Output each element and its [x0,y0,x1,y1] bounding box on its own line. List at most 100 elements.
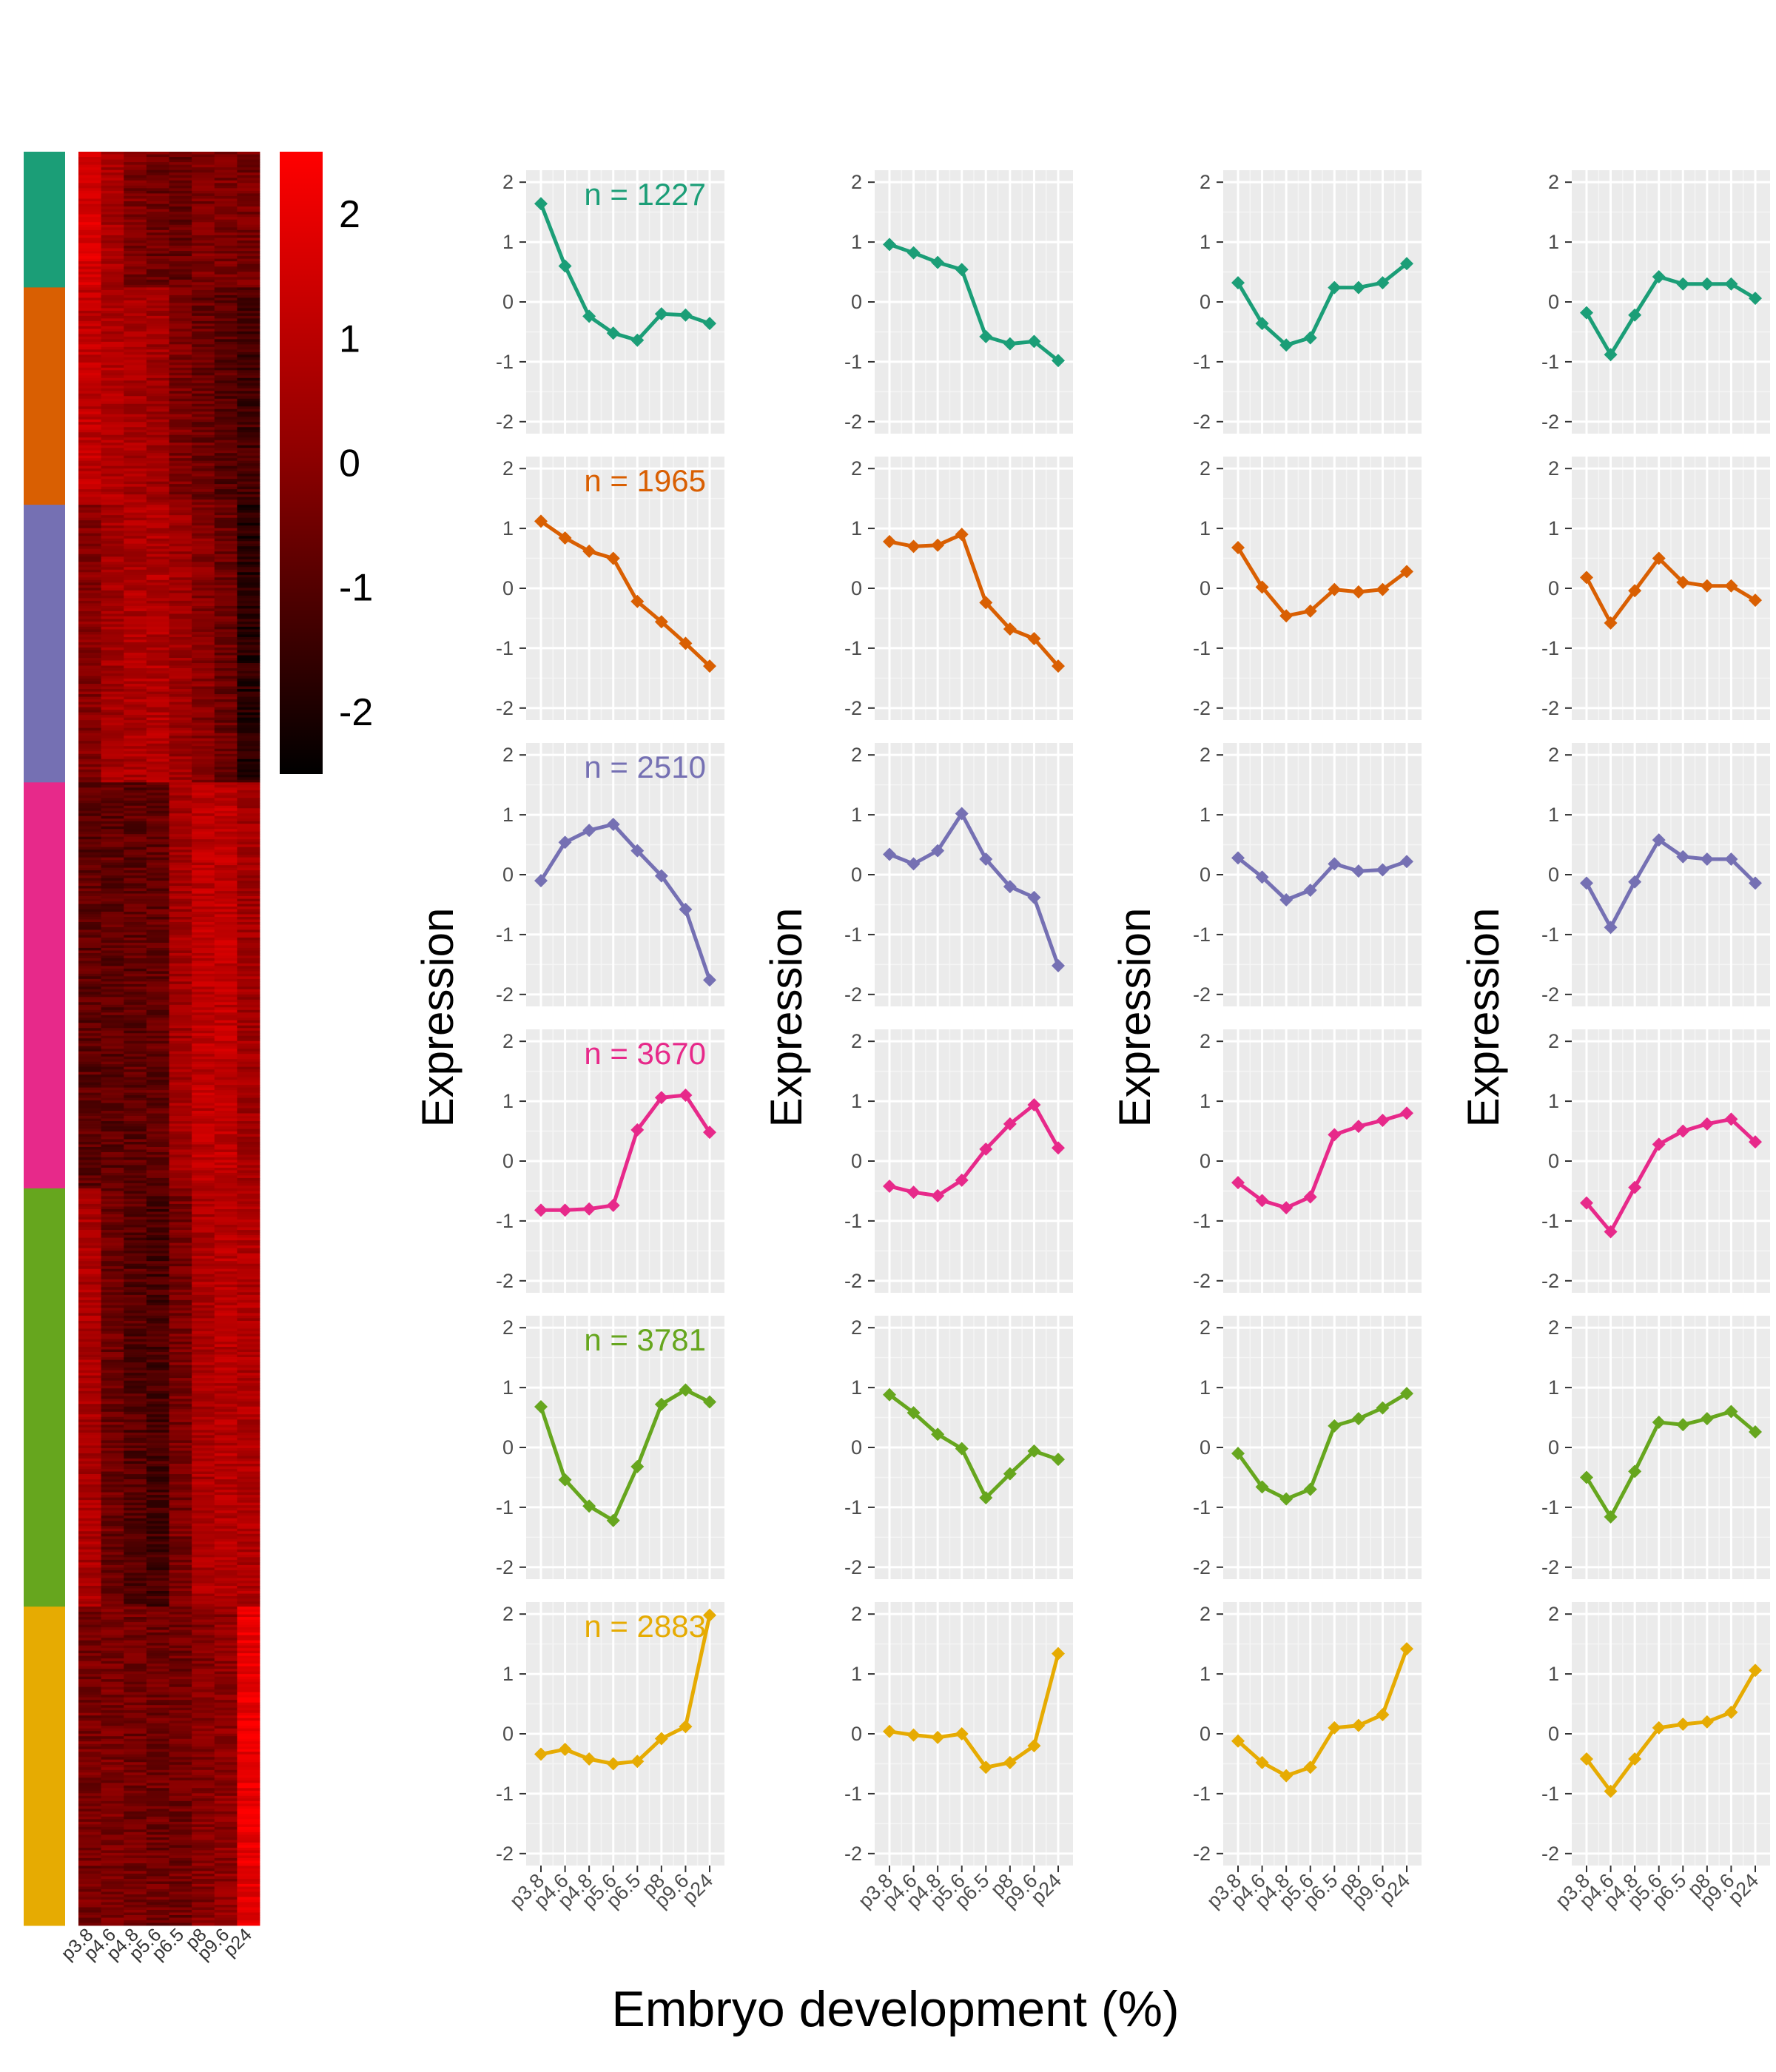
heatmap-cell [101,1172,124,1176]
heatmap-cell [192,1009,215,1013]
heatmap-cell [101,579,124,583]
heatmap-cell [192,1502,215,1506]
heatmap-cell [169,419,192,423]
heatmap-cell [124,1180,147,1184]
heatmap-cell [124,1547,147,1550]
heatmap-cell [101,1707,124,1711]
heatmap-cell [78,767,102,770]
heatmap-cell [237,1289,260,1293]
heatmap-cell [214,227,238,231]
heatmap-cell [101,190,124,194]
heatmap-cell [214,1638,238,1641]
heatmap-cell [124,741,147,744]
heatmap-cell [169,1411,192,1415]
heatmap-cell [169,582,192,586]
heatmap-cell [78,188,102,192]
heatmap-cell [237,1116,260,1119]
heatmap-cell [192,1061,215,1065]
heatmap-cell [78,1681,102,1685]
heatmap-cell [101,305,124,309]
heatmap-cell [169,157,192,160]
heatmap-cell [146,1484,169,1487]
heatmap-cell [214,748,238,752]
heatmap-cell [124,1585,147,1589]
heatmap-cell [214,1538,238,1542]
heatmap-cell [101,855,124,858]
heatmap-cell [192,377,215,381]
heatmap-cell [101,1557,124,1561]
heatmap-cell [146,1671,169,1675]
heatmap-cell [146,556,169,560]
heatmap-cell [214,1604,238,1607]
heatmap-cell [237,188,260,192]
heatmap-cell [237,272,260,275]
heatmap-cell [192,1414,215,1418]
heatmap-cell [146,465,169,469]
heatmap-cell [214,1447,238,1451]
heatmap-cell [78,1580,102,1584]
heatmap-cell [146,1333,169,1337]
heatmap-cell [146,486,169,490]
heatmap-cell [214,1463,238,1467]
heatmap-cell [124,269,147,272]
heatmap-cell [101,396,124,400]
heatmap-cell [192,1208,215,1212]
heatmap-cell [192,1049,215,1052]
heatmap-cell [124,1645,147,1649]
heatmap-cell [78,1111,102,1114]
heatmap-cell [78,375,102,379]
heatmap-cell [192,1385,215,1389]
heatmap-cell [101,1671,124,1675]
heatmap-cell [214,1557,238,1561]
heatmap-cell [214,1023,238,1026]
heatmap-cell [237,582,260,586]
heatmap-cell [237,893,260,897]
heatmap-cell [237,533,260,536]
heatmap-cell [101,536,124,539]
heatmap-cell [169,1754,192,1758]
heatmap-cell [78,406,102,410]
heatmap-cell [237,906,260,909]
heatmap-cell [169,1497,192,1501]
heatmap-cell [101,245,124,249]
heatmap-cell [192,1419,215,1423]
heatmap-cell [192,1167,215,1171]
heatmap-cell [124,841,147,845]
heatmap-cell [101,1046,124,1049]
heatmap-cell [237,942,260,946]
heatmap-cell [214,515,238,519]
heatmap-cell [78,1726,102,1729]
heatmap-cell [101,753,124,757]
heatmap-cell [146,1012,169,1016]
heatmap-cell [101,178,124,181]
heatmap-cell [214,1580,238,1584]
heatmap-cell [146,1007,169,1011]
heatmap-cell [192,1336,215,1339]
heatmap-cell [169,968,192,972]
heatmap-cell [78,1056,102,1060]
heatmap-cell [169,507,192,511]
heatmap-cell [124,1100,147,1103]
heatmap-cell [101,1689,124,1693]
heatmap-cell [237,973,260,977]
heatmap-cell [124,386,147,389]
heatmap-cell [146,219,169,223]
heatmap-cell [124,455,147,459]
heatmap-cell [237,1393,260,1397]
heatmap-cell [101,460,124,464]
heatmap-cell [101,1401,124,1405]
heatmap-cell [124,582,147,586]
heatmap-cell [237,968,260,972]
heatmap-cell [124,448,147,451]
heatmap-cell [124,989,147,992]
heatmap-cell [101,1585,124,1589]
heatmap-cell [214,1518,238,1521]
heatmap-cell [146,1180,169,1184]
heatmap-cell [192,1072,215,1075]
heatmap-cell [192,1733,215,1737]
heatmap-cell [169,1328,192,1332]
heatmap-cell [101,1526,124,1530]
heatmap-cell [146,1495,169,1498]
heatmap-cell [101,308,124,312]
heatmap-cell [124,380,147,384]
